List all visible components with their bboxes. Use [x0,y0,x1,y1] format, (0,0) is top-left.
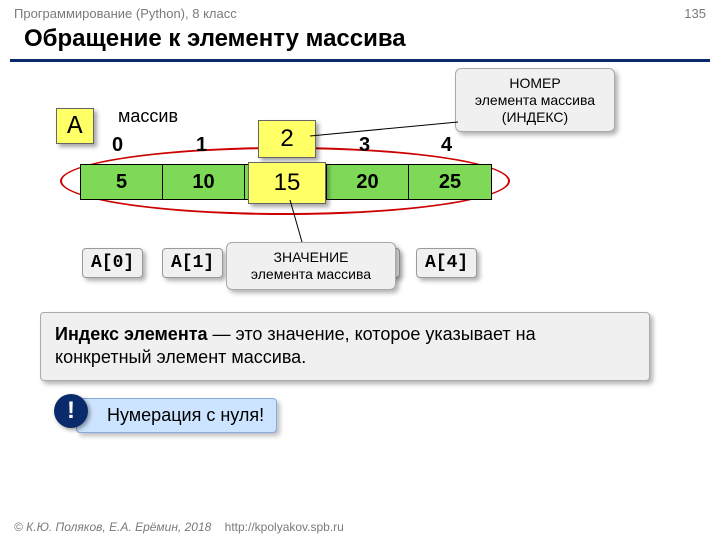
tag-a1: A[1] [162,248,223,278]
cell-0: 5 [81,165,163,199]
highlight-value: 15 [248,162,326,204]
index-callout-l2: элемента массива [466,92,604,109]
definition-box: Индекс элемента — это значение, которое … [40,312,650,381]
bang-icon: ! [54,394,88,428]
stage: A массив 0 1 3 4 5 10 15 20 25 2 15 НОМЕ… [0,62,720,502]
page-title: Обращение к элементу массива [10,23,710,62]
index-connector [310,120,460,140]
index-0: 0 [112,134,123,157]
cell-3: 20 [327,165,409,199]
tag-a0: A[0] [82,248,143,278]
tag-a4: A[4] [416,248,477,278]
value-callout-l1: ЗНАЧЕНИЕ [237,249,385,266]
highlight-index: 2 [258,120,316,158]
index-callout-l3: (ИНДЕКС) [466,109,604,126]
footer-url: http://kpolyakov.spb.ru [225,520,344,534]
index-callout-l1: НОМЕР [466,75,604,92]
footer-copyright: © К.Ю. Поляков, Е.А. Ерёмин, 2018 [14,520,211,534]
array-name-box: A [56,108,94,144]
header-subject: Программирование (Python), 8 класс [14,6,237,21]
value-connector [288,200,308,244]
index-callout: НОМЕР элемента массива (ИНДЕКС) [455,68,615,132]
footer: © К.Ю. Поляков, Е.А. Ерёмин, 2018 http:/… [14,520,344,534]
index-1: 1 [196,134,207,157]
header-page: 135 [684,6,706,21]
definition-term: Индекс элемента [55,324,208,344]
note-box: Нумерация с нуля! [76,398,277,433]
value-callout-l2: элемента массива [237,266,385,283]
cell-1: 10 [163,165,245,199]
array-label: массив [118,106,178,127]
value-callout: ЗНАЧЕНИЕ элемента массива [226,242,396,290]
cell-4: 25 [409,165,491,199]
